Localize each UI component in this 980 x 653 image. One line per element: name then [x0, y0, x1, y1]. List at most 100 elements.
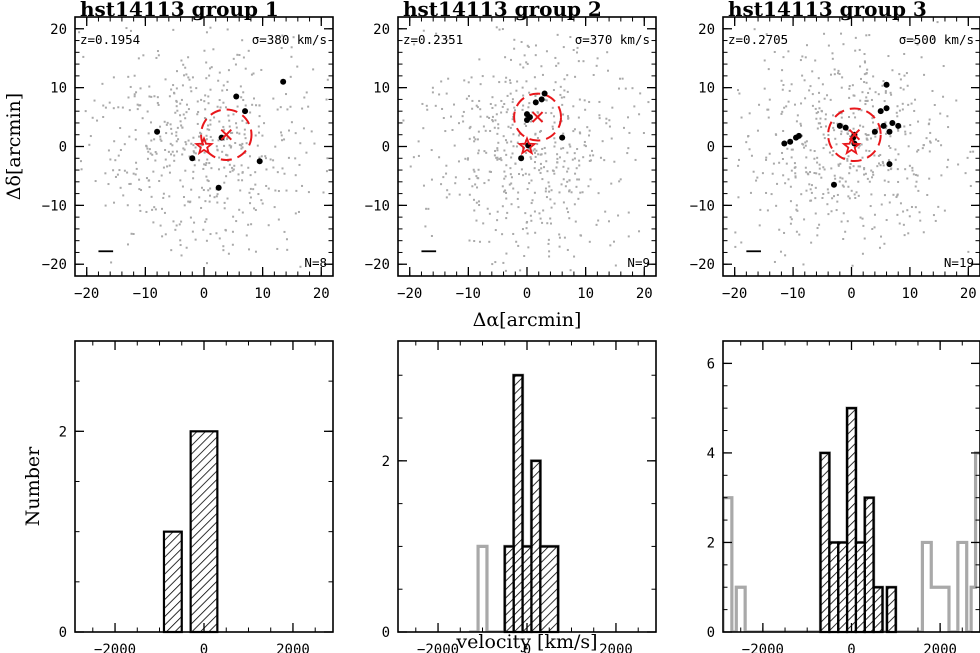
field-galaxy-point — [192, 144, 195, 147]
field-galaxy-point — [840, 130, 843, 133]
field-galaxy-point — [170, 153, 173, 156]
field-galaxy-point — [566, 90, 569, 93]
field-galaxy-point — [200, 98, 203, 101]
field-galaxy-point — [148, 85, 151, 88]
field-galaxy-point — [545, 196, 548, 199]
field-galaxy-point — [477, 149, 480, 152]
field-galaxy-point — [164, 78, 167, 81]
field-galaxy-point — [557, 62, 560, 65]
field-galaxy-point — [179, 120, 182, 123]
field-galaxy-point — [187, 139, 190, 142]
field-galaxy-point — [183, 148, 186, 151]
field-galaxy-point — [129, 182, 132, 185]
field-galaxy-point — [816, 127, 819, 130]
field-galaxy-point — [199, 131, 202, 134]
field-galaxy-point — [478, 58, 481, 61]
field-galaxy-point — [222, 138, 225, 141]
field-galaxy-point — [844, 230, 847, 233]
field-galaxy-point — [223, 181, 226, 184]
field-galaxy-point — [563, 96, 566, 99]
field-galaxy-point — [801, 134, 804, 137]
field-galaxy-point — [506, 94, 509, 97]
field-galaxy-point — [579, 191, 582, 194]
field-galaxy-point — [162, 196, 165, 199]
field-galaxy-point — [194, 146, 197, 149]
field-galaxy-point — [475, 104, 478, 107]
field-galaxy-point — [885, 132, 888, 135]
field-galaxy-point — [209, 194, 212, 197]
member-galaxy — [280, 78, 287, 85]
field-galaxy-point — [897, 180, 900, 183]
field-galaxy-point — [923, 73, 926, 76]
field-galaxy-point — [834, 137, 837, 140]
field-galaxy-point — [518, 133, 521, 136]
field-galaxy-point — [575, 185, 578, 188]
field-galaxy-point — [805, 140, 808, 143]
field-galaxy-point — [582, 156, 585, 159]
field-galaxy-point — [218, 237, 221, 240]
field-galaxy-point — [482, 125, 485, 128]
field-galaxy-point — [162, 166, 165, 169]
field-galaxy-point — [817, 122, 820, 125]
field-galaxy-point — [604, 210, 607, 213]
field-galaxy-point — [932, 37, 935, 40]
field-galaxy-point — [611, 106, 614, 109]
field-galaxy-point — [756, 176, 759, 179]
field-galaxy-point — [799, 122, 802, 125]
field-galaxy-point — [826, 188, 829, 191]
field-galaxy-point — [558, 191, 561, 194]
field-galaxy-point — [202, 228, 205, 231]
field-galaxy-point — [553, 202, 556, 205]
field-galaxy-point — [837, 69, 840, 72]
field-galaxy-point — [488, 212, 491, 215]
field-galaxy-point — [859, 77, 862, 80]
field-galaxy-point — [778, 228, 781, 231]
field-galaxy-point — [250, 223, 253, 226]
field-galaxy-point — [462, 120, 465, 123]
field-galaxy-point — [877, 154, 880, 157]
field-galaxy-point — [835, 143, 838, 146]
field-galaxy-point — [781, 151, 784, 154]
field-galaxy-point — [814, 107, 817, 110]
field-galaxy-point — [310, 130, 313, 133]
field-galaxy-point — [91, 116, 94, 119]
field-galaxy-point — [257, 193, 260, 196]
field-galaxy-point — [773, 260, 776, 263]
field-galaxy-point — [916, 43, 919, 46]
field-galaxy-point — [280, 131, 283, 134]
field-galaxy-point — [223, 144, 226, 147]
field-galaxy-point — [160, 139, 163, 142]
field-galaxy-point — [254, 209, 257, 212]
field-galaxy-point — [215, 232, 218, 235]
field-galaxy-point — [489, 102, 492, 105]
field-galaxy-point — [226, 80, 229, 83]
field-galaxy-point — [766, 209, 769, 212]
field-galaxy-point — [889, 91, 892, 94]
field-galaxy-point — [221, 150, 224, 153]
member-galaxy — [256, 158, 263, 165]
field-galaxy-point — [813, 172, 816, 175]
field-galaxy-point — [217, 168, 220, 171]
field-galaxy-point — [823, 168, 826, 171]
field-galaxy-point — [475, 175, 478, 178]
field-galaxy-point — [294, 157, 297, 160]
field-galaxy-point — [119, 148, 122, 151]
field-galaxy-point — [165, 123, 168, 126]
field-galaxy-point — [430, 178, 433, 181]
member-velocity-bar — [503, 545, 515, 634]
field-galaxy-point — [170, 88, 173, 91]
field-galaxy-point — [914, 185, 917, 188]
field-galaxy-point — [827, 191, 830, 194]
field-galaxy-point — [753, 28, 756, 31]
field-galaxy-point — [531, 199, 534, 202]
field-galaxy-point — [548, 255, 551, 258]
field-galaxy-point — [233, 164, 236, 167]
field-galaxy-point — [599, 156, 602, 159]
field-galaxy-point — [888, 201, 891, 204]
field-galaxy-point — [896, 193, 899, 196]
field-galaxy-point — [767, 116, 770, 119]
field-galaxy-point — [181, 126, 184, 129]
field-galaxy-point — [235, 122, 238, 125]
x-tick-label: −10 — [780, 286, 805, 302]
